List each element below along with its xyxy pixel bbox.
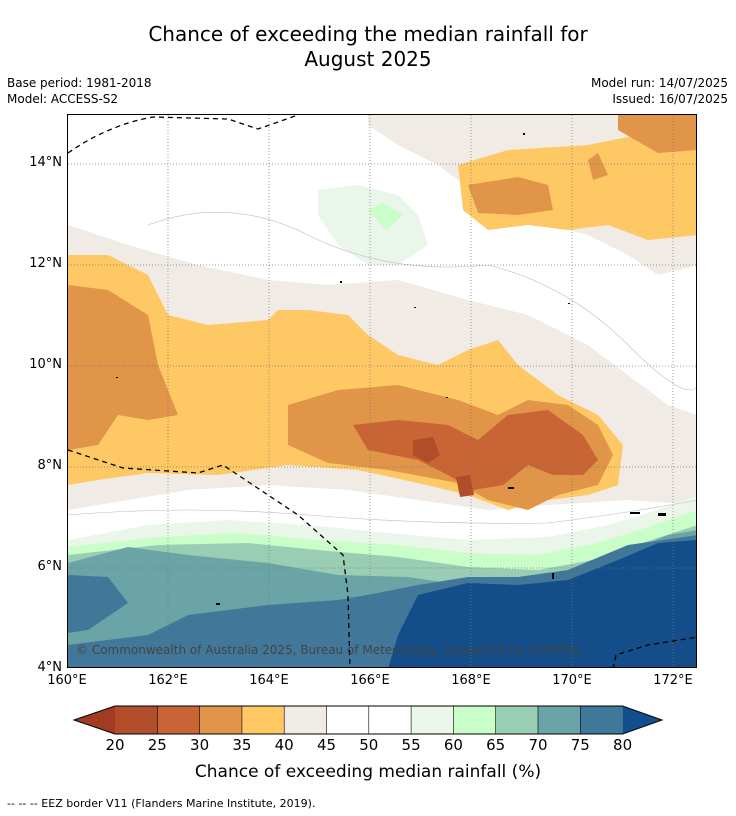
band-20-25-a (413, 437, 440, 463)
graticule (68, 115, 696, 667)
band-30-35-west (68, 285, 178, 450)
eez-borders (68, 115, 696, 667)
colorbar-label: Chance of exceeding median rainfall (%) (194, 762, 542, 782)
rainfall-map: © Commonwealth of Australia 2025, Bureau… (67, 114, 697, 668)
colorbar-tick: 60 (443, 736, 463, 754)
colorbar-tick: 80 (613, 736, 633, 754)
contour-line (68, 500, 696, 524)
lat-tick-14: 14°N (29, 155, 62, 170)
colorbar-40-45 (284, 706, 327, 734)
lon-tick-170: 170°E (552, 673, 592, 688)
model-name: Model: ACCESS-S2 (7, 92, 119, 106)
colorbar-tick: 40 (274, 736, 294, 754)
band-55-60-patch (318, 185, 428, 265)
colorbar-outline (72, 705, 664, 735)
copyright-notice: © Commonwealth of Australia 2025, Bureau… (76, 643, 582, 657)
band-gt80-south (388, 540, 696, 667)
colorbar-tick: 50 (359, 736, 379, 754)
colorbar-75-80 (580, 706, 623, 734)
title-line-2: August 2025 (304, 47, 432, 71)
lon-tick-164: 164°E (249, 673, 289, 688)
band-20-25-b (456, 475, 474, 497)
colorbar-tick: 55 (401, 736, 421, 754)
eez-legend-note: -- -- -- EEZ border V11 (Flanders Marine… (7, 797, 316, 810)
lon-tick-162: 162°E (148, 673, 188, 688)
colorbar-dividers (157, 706, 581, 734)
issued-date: Issued: 16/07/2025 (612, 92, 728, 106)
colorbar-tick: 25 (147, 736, 167, 754)
colorbar-tick: 35 (232, 736, 252, 754)
lat-tick-8: 8°N (37, 458, 63, 473)
lat-tick-6: 6°N (37, 559, 63, 574)
colorbar-25-30 (157, 706, 200, 734)
colorbar-30-35 (199, 706, 242, 734)
colorbar-tick: 70 (528, 736, 548, 754)
lat-tick-12: 12°N (29, 256, 62, 271)
lon-tick-172: 172°E (653, 673, 693, 688)
meta-left: Base period: 1981-2018 Model: ACCESS-S2 (7, 75, 152, 107)
base-period: Base period: 1981-2018 (7, 76, 152, 90)
colorbar-55-60 (411, 706, 454, 734)
band-30-35-ne-b (588, 153, 608, 180)
lat-tick-10: 10°N (29, 357, 62, 372)
islands (116, 133, 666, 605)
colorbar-tick: 75 (570, 736, 590, 754)
map-title: Chance of exceeding the median rainfall … (0, 22, 736, 72)
colorbar-tick: 45 (316, 736, 337, 754)
colorbar-tick: 65 (486, 736, 506, 754)
colorbar-60-65 (453, 706, 496, 734)
colorbar-45-50 (326, 706, 369, 734)
colorbar-20-25 (115, 706, 158, 734)
colorbar-50-55 (368, 706, 412, 734)
colorbar-35-40 (241, 706, 285, 734)
colorbar-65-70 (495, 706, 538, 734)
meta-right: Model run: 14/07/2025 Issued: 16/07/2025 (591, 75, 728, 107)
band-25-30 (353, 410, 598, 490)
title-line-1: Chance of exceeding the median rainfall … (148, 22, 588, 46)
colorbar-tick: 30 (190, 736, 210, 754)
band-60-65-patch (368, 203, 403, 230)
colorbar-gt80 (622, 706, 662, 734)
band-30-35-ne-c (618, 115, 696, 153)
lat-tick-4: 4°N (37, 660, 63, 675)
lon-tick-166: 166°E (350, 673, 390, 688)
band-30-35-ne-a (468, 177, 553, 215)
model-run: Model run: 14/07/2025 (590, 76, 728, 90)
map-canvas (68, 115, 696, 667)
lon-tick-160: 160°E (47, 673, 87, 688)
colorbar (72, 705, 664, 735)
colorbar-tick: 20 (105, 736, 125, 754)
lon-tick-168: 168°E (451, 673, 491, 688)
contour-line (147, 211, 696, 391)
colorbar-70-75 (538, 706, 581, 734)
colorbar-lt20 (74, 706, 115, 734)
